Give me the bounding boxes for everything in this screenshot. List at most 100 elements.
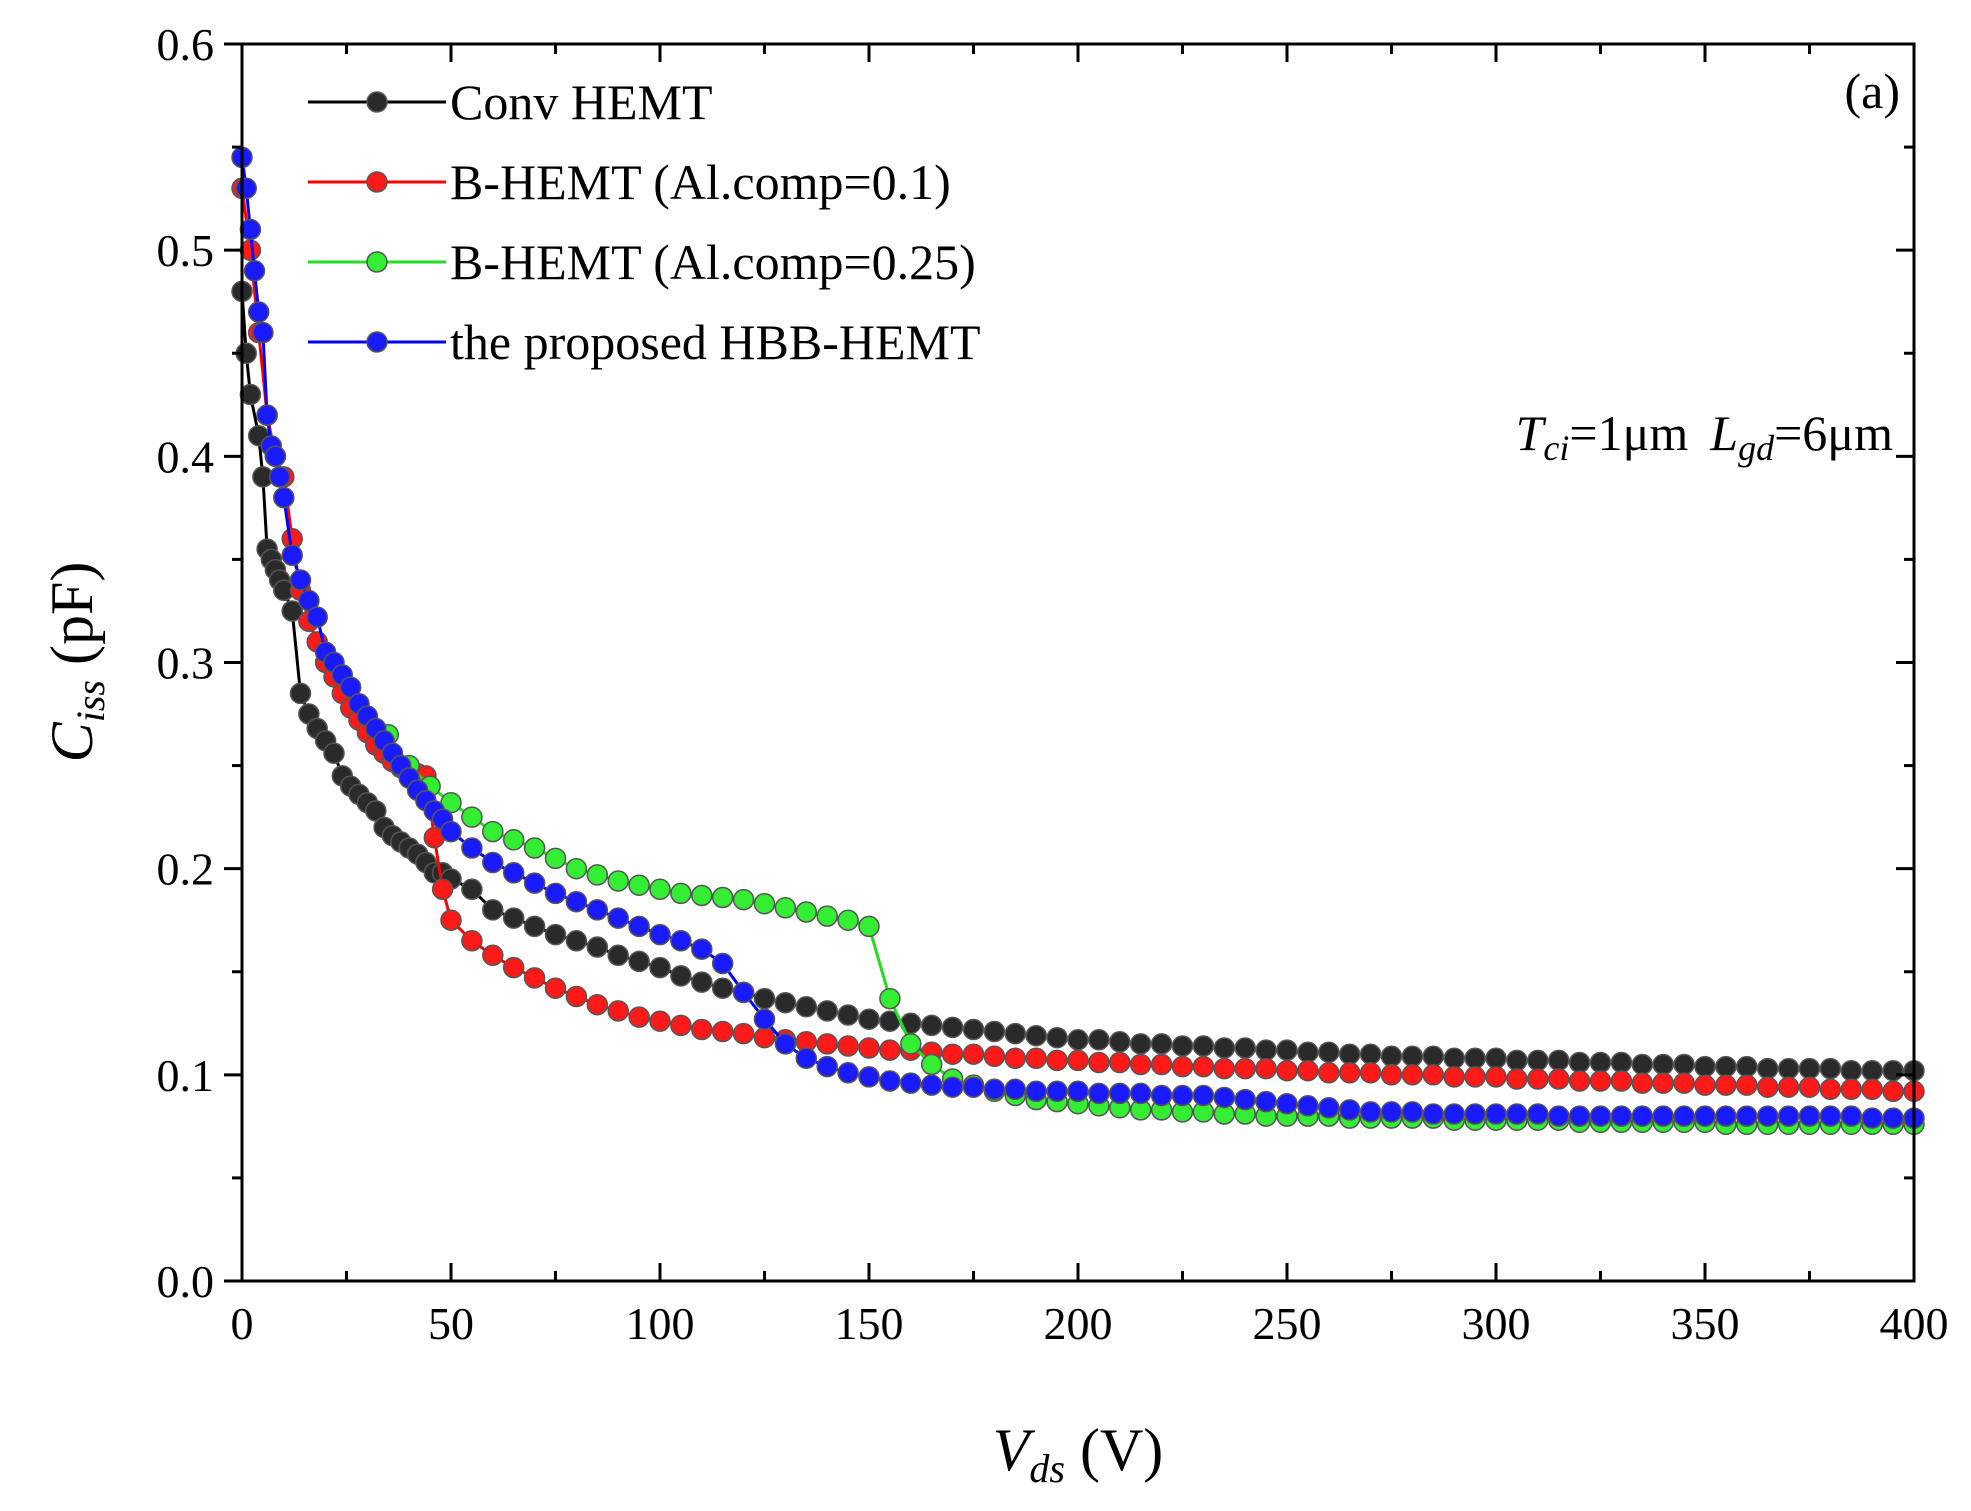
data-point <box>711 952 734 975</box>
data-point <box>1338 1062 1361 1084</box>
data-point <box>628 874 650 896</box>
data-point <box>1610 1105 1633 1127</box>
legend-label: B-HEMT (Al.comp=0.1) <box>450 154 951 210</box>
data-point <box>732 981 755 1004</box>
data-point <box>941 1043 964 1065</box>
legend-marker <box>366 331 388 353</box>
data-point <box>1798 1076 1821 1098</box>
data-point <box>1673 1053 1695 1076</box>
data-point <box>1652 1105 1674 1127</box>
data-point <box>649 956 671 979</box>
data-point <box>607 907 629 929</box>
data-point <box>502 907 525 929</box>
data-point <box>649 878 671 901</box>
data-point <box>1736 1074 1758 1096</box>
data-point <box>816 1000 838 1022</box>
data-point <box>1840 1059 1863 1082</box>
data-point <box>858 1008 880 1030</box>
data-point <box>1338 1043 1361 1065</box>
data-point <box>1359 1043 1382 1065</box>
annotation-t-main: T <box>1516 405 1547 461</box>
data-point <box>1652 1053 1674 1076</box>
data-point <box>586 899 609 921</box>
data-point <box>837 1062 859 1084</box>
data-point <box>544 847 567 870</box>
data-point <box>711 886 734 909</box>
legend-marker <box>366 171 388 193</box>
legend-label: Conv HEMT <box>450 74 713 130</box>
data-point <box>1798 1105 1821 1127</box>
data-point <box>1485 1066 1507 1088</box>
data-point <box>1694 1074 1716 1096</box>
data-point <box>858 1066 880 1088</box>
y-tick-label: 0.4 <box>157 431 215 482</box>
data-point <box>281 600 303 622</box>
data-point <box>962 1018 985 1041</box>
data-point <box>816 1055 838 1078</box>
data-point <box>1380 1101 1403 1123</box>
y-axis-title-sub: iss <box>68 680 113 722</box>
data-point <box>795 901 818 923</box>
data-point <box>323 742 345 764</box>
data-point <box>1004 1078 1027 1101</box>
data-point <box>1129 1033 1152 1055</box>
y-tick-label: 0.6 <box>157 19 215 70</box>
data-point <box>482 820 504 843</box>
data-point <box>670 930 692 952</box>
data-point <box>837 909 859 931</box>
x-tick-label: 0 <box>231 1298 254 1349</box>
data-point <box>1318 1062 1340 1084</box>
data-point <box>670 1014 692 1037</box>
data-point <box>1673 1072 1695 1094</box>
data-point <box>628 915 650 938</box>
data-point <box>1422 1103 1445 1125</box>
data-point <box>732 1022 755 1045</box>
data-point <box>1464 1103 1486 1125</box>
y-axis-title: Ciss (pF) <box>39 562 113 763</box>
legend-label: B-HEMT (Al.comp=0.25) <box>450 234 976 290</box>
data-point <box>607 870 629 892</box>
data-point <box>1171 1035 1194 1057</box>
data-point <box>239 383 262 406</box>
data-point <box>983 1078 1006 1101</box>
data-point <box>1213 1037 1236 1059</box>
data-point <box>1234 1057 1256 1080</box>
data-point <box>1109 1082 1131 1105</box>
data-point <box>1485 1103 1507 1125</box>
data-point <box>1485 1047 1507 1070</box>
data-point <box>482 899 504 921</box>
data-point <box>1715 1105 1737 1127</box>
annotation-l-main: L <box>1709 405 1738 461</box>
data-point <box>1109 1051 1131 1074</box>
data-point <box>461 837 483 859</box>
data-point <box>816 905 838 927</box>
data-point <box>565 890 588 913</box>
data-point <box>1046 1049 1068 1072</box>
data-point <box>1527 1049 1549 1072</box>
data-point <box>607 1000 629 1022</box>
legend-marker <box>366 251 388 273</box>
data-point <box>1025 1047 1047 1070</box>
data-point <box>1380 1064 1403 1086</box>
data-point <box>565 857 588 880</box>
data-point <box>795 996 818 1018</box>
data-point <box>1297 1059 1319 1082</box>
data-point <box>1422 1064 1445 1086</box>
data-point <box>1297 1095 1319 1117</box>
data-point <box>306 606 328 628</box>
tick-marks <box>224 42 1916 1283</box>
data-point <box>1338 1099 1361 1121</box>
data-point <box>247 301 270 323</box>
data-point <box>461 806 483 828</box>
data-point <box>586 936 609 958</box>
y-axis-title-main: C <box>39 721 105 762</box>
tick-labels: 0 50 100 150 200 250 300 350 400 0.0 0.1 0.2 0.3 0.4 0… <box>157 19 1949 1349</box>
data-point <box>1547 1068 1570 1090</box>
legend-item: B-HEMT (Al.comp=0.25) <box>308 234 976 290</box>
data-point <box>1568 1051 1591 1074</box>
data-point <box>1464 1066 1486 1088</box>
data-point <box>1589 1105 1612 1127</box>
series-4 <box>231 146 1925 1129</box>
data-point <box>1715 1055 1737 1078</box>
data-point <box>1109 1031 1131 1053</box>
